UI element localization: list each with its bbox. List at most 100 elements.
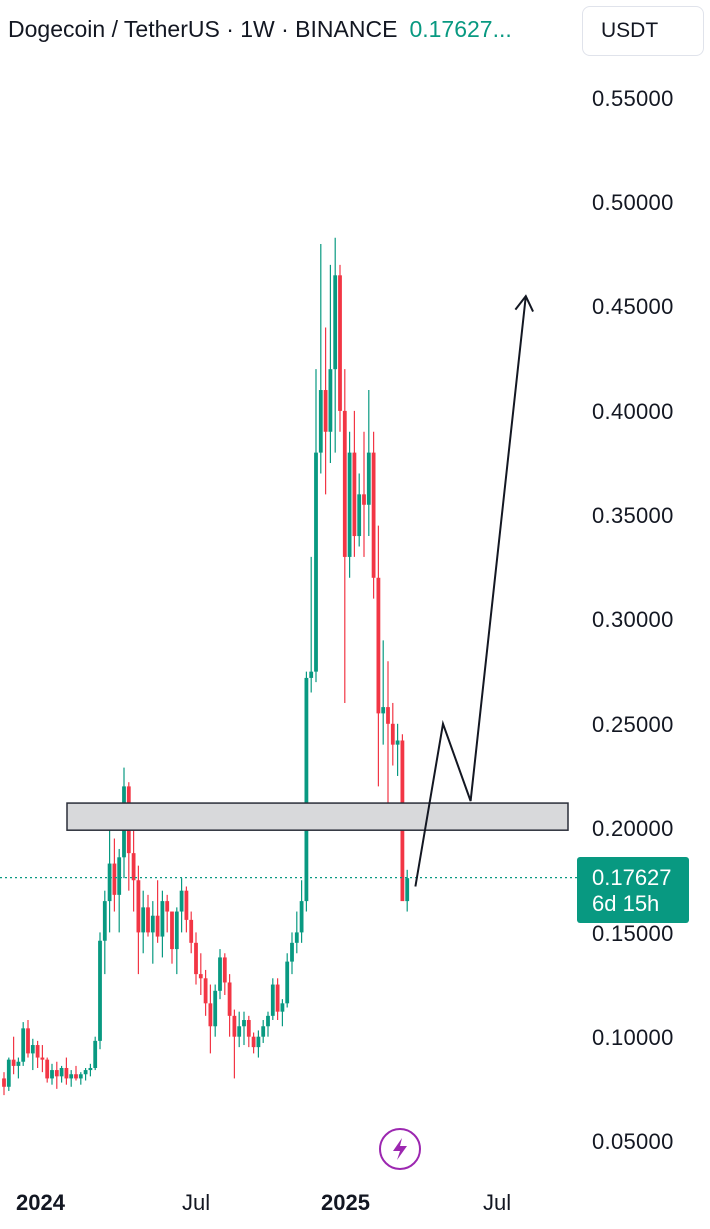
bar-countdown: 6d 15h <box>592 891 660 916</box>
symbol-title[interactable]: Dogecoin / TetherUS · 1W · BINANCE <box>8 15 398 42</box>
currency-button[interactable]: USDT <box>582 6 704 56</box>
chart-header: Dogecoin / TetherUS · 1W · BINANCE 0.176… <box>8 12 512 46</box>
candle-body <box>21 1028 26 1062</box>
price-tick: 0.45000 <box>592 294 674 319</box>
time-tick: Jul <box>483 1190 512 1215</box>
candle-body <box>309 671 314 678</box>
candle-body <box>251 1036 256 1048</box>
candle-body <box>136 880 141 933</box>
candle-body <box>59 1067 64 1077</box>
candle-body <box>266 1015 270 1027</box>
lightning-icon[interactable] <box>379 1128 421 1170</box>
candle-body <box>386 707 390 724</box>
candle-body <box>318 390 323 453</box>
candle-body <box>117 857 122 895</box>
candle-body <box>194 942 198 975</box>
last-price-label: 0.17627 6d 15h <box>577 857 689 923</box>
candle-body <box>102 901 107 941</box>
candle-body <box>69 1074 74 1079</box>
candle-body <box>6 1059 11 1087</box>
candle-body <box>160 901 165 937</box>
candle-body <box>405 878 410 902</box>
candle-body <box>174 911 179 950</box>
candle-body <box>323 390 328 432</box>
candles-layer <box>2 237 410 1096</box>
candle-body <box>184 890 189 920</box>
time-tick: 2025 <box>321 1190 370 1215</box>
price-tick: 0.35000 <box>592 503 674 528</box>
price-tick: 0.30000 <box>592 607 674 632</box>
candle-body <box>179 890 184 912</box>
price-tick: 0.05000 <box>592 1129 674 1154</box>
candle-body <box>366 452 371 505</box>
price-tick: 0.40000 <box>592 399 674 424</box>
candle-body <box>275 984 280 1012</box>
candle-body <box>280 1003 285 1012</box>
candle-body <box>294 932 299 943</box>
candle-body <box>2 1078 6 1087</box>
candle-body <box>98 940 102 1041</box>
last-price-value: 0.17627 <box>592 865 672 890</box>
price-tick: 0.15000 <box>592 921 674 946</box>
candle-body <box>338 275 342 411</box>
candle-body <box>112 863 117 895</box>
candle-body <box>155 915 160 937</box>
candle-body <box>376 577 381 714</box>
candle-body <box>26 1028 30 1054</box>
candle-body <box>54 1070 59 1077</box>
candle-body <box>395 740 400 745</box>
candle-body <box>328 369 333 432</box>
price-tick: 0.25000 <box>592 712 674 737</box>
candle-body <box>45 1059 50 1079</box>
candle-body <box>141 907 146 933</box>
candle-body <box>222 957 227 983</box>
price-tick: 0.55000 <box>592 86 674 111</box>
price-tick: 0.20000 <box>592 816 674 841</box>
candle-body <box>237 1026 242 1037</box>
candle-body <box>304 677 309 902</box>
projection-path <box>414 296 527 887</box>
candle-body <box>299 901 304 933</box>
candle-body <box>227 982 232 1016</box>
candle-body <box>290 942 294 962</box>
candle-body <box>40 1057 45 1060</box>
candle-body <box>16 1061 21 1066</box>
lightning-glyph <box>393 1138 407 1160</box>
candle-body <box>165 901 170 912</box>
resistance-zone <box>66 802 569 831</box>
candle-body <box>198 974 203 979</box>
candle-body <box>218 957 222 991</box>
candle-body <box>213 990 218 1027</box>
candle-body <box>242 1020 246 1027</box>
candle-body <box>83 1070 88 1075</box>
candle-body <box>88 1067 93 1071</box>
time-tick: Jul <box>182 1190 211 1215</box>
candle-body <box>64 1067 69 1079</box>
candle-body <box>362 494 366 505</box>
candle-body <box>285 961 290 1004</box>
candle-body <box>314 452 318 672</box>
currency-label: USDT <box>601 19 659 42</box>
candle-body <box>246 1020 251 1037</box>
candle-body <box>232 1015 237 1037</box>
price-tick: 0.50000 <box>592 190 674 215</box>
candle-body <box>270 984 275 1016</box>
candle-body <box>381 707 386 714</box>
candle-body <box>203 978 208 1004</box>
candle-body <box>208 1003 213 1027</box>
candle-body <box>30 1045 35 1054</box>
candle-body <box>256 1036 261 1048</box>
candle-body <box>74 1074 78 1079</box>
candle-body <box>371 452 376 578</box>
header-price: 0.17627... <box>409 15 512 42</box>
candle-body <box>333 275 338 370</box>
candle-body <box>131 853 136 881</box>
candle-body <box>78 1074 83 1079</box>
candle-body <box>347 452 352 557</box>
candle-body <box>35 1045 40 1058</box>
candle-body <box>170 911 174 950</box>
candle-body <box>342 410 347 557</box>
price-tick: 0.10000 <box>592 1025 674 1050</box>
candle-body <box>357 494 362 537</box>
